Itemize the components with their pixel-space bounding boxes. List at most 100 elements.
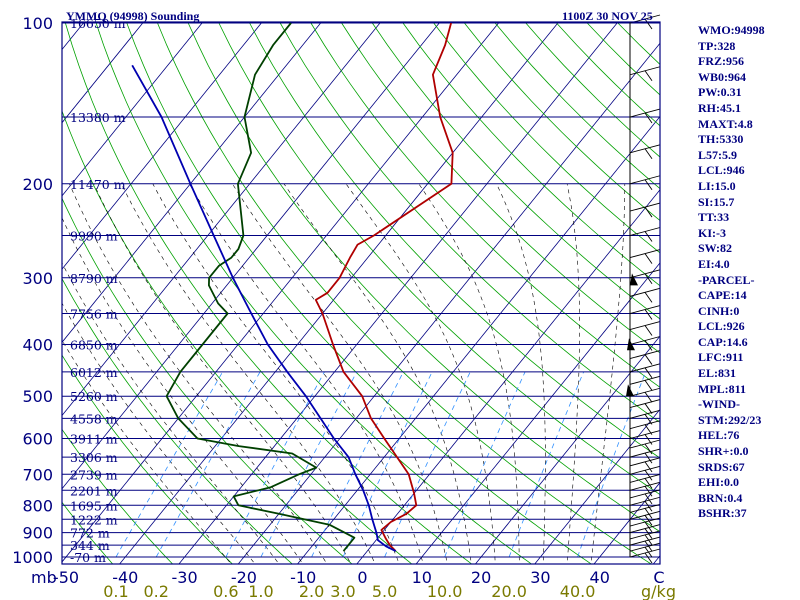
dry-adiabat xyxy=(62,109,413,564)
temperature-tick-label: 10 xyxy=(412,568,432,587)
wind-barb-feather xyxy=(644,546,653,558)
temperature-tick-label: -40 xyxy=(112,568,138,587)
index-item: CAP:14.6 xyxy=(698,334,748,349)
mixing-ratio-label: 0.1 xyxy=(103,582,128,600)
mixing-ratio-label: 0.6 xyxy=(213,582,238,600)
mixing-ratio-line xyxy=(384,371,471,558)
pressure-tick-label: 500 xyxy=(22,387,53,406)
temperature-tick-label: 20 xyxy=(471,568,491,587)
wind-barb-feather xyxy=(644,292,653,303)
height-label: 2201 m xyxy=(70,483,118,498)
dry-adiabat xyxy=(62,277,293,564)
mixing-ratio-label: 1.0 xyxy=(248,582,273,600)
wind-barb-feather xyxy=(644,70,653,82)
wind-barb-feather xyxy=(644,414,653,425)
wind-barb-feather xyxy=(644,508,653,519)
index-item: LCL:926 xyxy=(698,319,745,334)
temperature-tick-label: -20 xyxy=(231,568,257,587)
wind-barb-feather xyxy=(644,309,653,320)
wind-barb-feather xyxy=(644,461,653,473)
height-label: -70 m xyxy=(70,550,106,565)
temperature-tick-label: 0 xyxy=(357,568,367,587)
index-item: HEL:76 xyxy=(698,428,740,443)
wind-barb-feather xyxy=(644,273,653,285)
stability-index-list: WMO:94998 TP:328 FRZ:956 WB0:964 PW:0.31 RH:4… xyxy=(698,23,765,522)
index-item: BRN:0.4 xyxy=(698,490,743,505)
isotherm xyxy=(178,22,619,564)
isotherm xyxy=(474,335,660,564)
isotherm xyxy=(356,189,660,564)
wind-pennant xyxy=(627,338,635,351)
wind-barb-feather xyxy=(644,112,653,124)
dry-adiabat xyxy=(310,22,660,388)
index-item: -PARCEL- xyxy=(698,272,755,287)
isotherm xyxy=(62,22,263,270)
station-title: YMMQ (94998) Sounding xyxy=(66,9,200,23)
dry-adiabat xyxy=(157,22,652,564)
mixing-ratio-label: 2.0 xyxy=(299,582,324,600)
dewpoint-line xyxy=(165,22,356,552)
height-label: 13380 m xyxy=(70,110,126,125)
index-item: SHR+:0.0 xyxy=(698,444,749,459)
moist-adiabat xyxy=(590,183,626,564)
index-item: CINH:0 xyxy=(698,303,740,318)
pressure-tick-label: 800 xyxy=(22,496,53,515)
temperature-tick-label: 30 xyxy=(530,568,550,587)
wind-barb-feather xyxy=(644,552,653,564)
pressure-tick-label: 200 xyxy=(22,175,53,194)
mixing-ratio-line xyxy=(311,371,404,558)
dry-adiabat xyxy=(341,22,660,354)
pressure-tick-label: 600 xyxy=(22,430,53,449)
temperature-tick-label: -50 xyxy=(53,568,79,587)
height-label: 344 m xyxy=(70,538,110,553)
mixing-ratio-label: 3.0 xyxy=(330,582,355,600)
index-item: TH:5330 xyxy=(698,132,744,147)
index-item: WMO:94998 xyxy=(698,23,765,37)
wind-barb-feather xyxy=(644,515,653,526)
dry-adiabat xyxy=(126,22,592,564)
height-label: 9990 m xyxy=(70,228,118,243)
plot-frame xyxy=(61,21,661,565)
isotherm xyxy=(534,408,660,564)
wind-pennant xyxy=(626,384,634,397)
wind-barb-feather xyxy=(644,148,653,160)
moist-adiabat xyxy=(345,183,496,564)
dry-adiabat xyxy=(62,428,174,564)
dry-adiabat xyxy=(433,22,660,254)
isotherm xyxy=(62,22,441,490)
index-item: KI:-3 xyxy=(698,225,726,240)
mixing-ratio-label: 0.2 xyxy=(143,582,168,600)
temperature-tick-label: -10 xyxy=(290,568,316,587)
index-item: TP:328 xyxy=(698,38,736,53)
isotherm xyxy=(237,42,660,564)
wind-barb-feather xyxy=(644,18,653,30)
moist-adiabat xyxy=(496,183,546,564)
pressure-tick-label: 400 xyxy=(22,336,53,355)
index-item: SRDS:67 xyxy=(698,459,745,474)
wind-barb-feather xyxy=(644,534,653,546)
mixing-ratio-line xyxy=(155,371,261,558)
height-label: 3306 m xyxy=(70,450,118,465)
height-label: 7756 m xyxy=(70,307,118,322)
height-label: 11470 m xyxy=(70,177,126,192)
height-label: 2739 m xyxy=(70,467,118,482)
temperature-tick-label: 40 xyxy=(590,568,610,587)
index-item: LCL:946 xyxy=(698,163,745,178)
pressure-tick-label: 900 xyxy=(22,524,53,543)
wind-barb-feather xyxy=(644,179,653,191)
wind-barb-feather xyxy=(644,540,653,552)
temperature-tick-label: -30 xyxy=(172,568,198,587)
wind-barb-feather xyxy=(644,391,653,403)
isotherm xyxy=(297,115,660,564)
mixing-ratio-label: 20.0 xyxy=(491,582,527,600)
height-label: 1695 m xyxy=(70,498,118,513)
index-item: LI:15.0 xyxy=(698,178,736,193)
height-label: 6012 m xyxy=(70,365,118,380)
temperature-line xyxy=(314,22,454,552)
mixing-ratio-line xyxy=(260,371,358,558)
index-item: MAXT:4.8 xyxy=(698,116,753,131)
index-item: EHI:0.0 xyxy=(698,475,740,490)
moist-adiabat xyxy=(69,183,328,564)
moist-adiabat xyxy=(283,183,472,564)
